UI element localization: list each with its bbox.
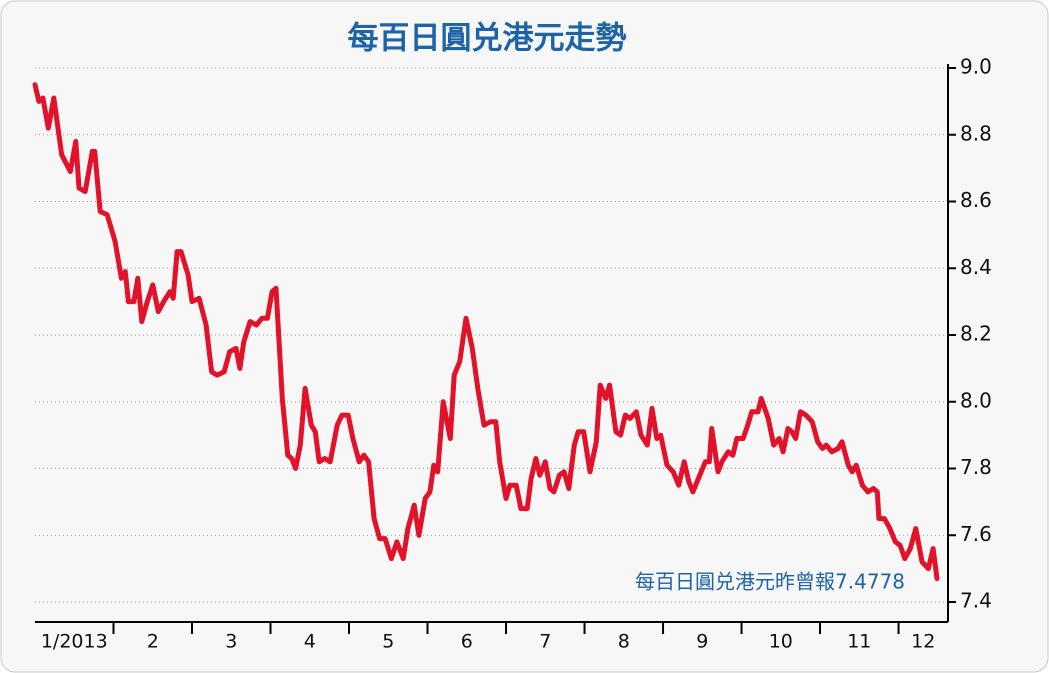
x-tick-label: 3 <box>225 631 237 653</box>
y-tick-label: 8.0 <box>960 388 992 412</box>
y-tick-label: 8.8 <box>960 121 992 145</box>
x-tick-label: 6 <box>461 631 473 653</box>
y-tick-label: 9.0 <box>960 55 992 79</box>
chart-title: 每百日圓兑港元走勢 <box>348 21 627 57</box>
x-tick-label: 9 <box>696 631 708 653</box>
y-tick-label: 7.4 <box>960 589 992 613</box>
y-tick-label: 7.8 <box>960 455 992 479</box>
y-tick-label: 8.6 <box>960 188 992 212</box>
x-tick-label: 1/2013 <box>41 631 108 653</box>
x-tick-label: 7 <box>539 631 551 653</box>
x-tick-label: 10 <box>769 631 793 653</box>
x-tick-label: 11 <box>847 631 871 653</box>
y-tick-label: 8.4 <box>960 255 992 279</box>
x-tick-label: 2 <box>147 631 159 653</box>
x-tick-label: 8 <box>618 631 630 653</box>
x-tick-label: 12 <box>911 631 935 653</box>
annotation: 每百日圓兑港元昨曾報7.4778 <box>635 570 905 594</box>
y-tick-label: 8.2 <box>960 322 992 346</box>
x-tick-label: 5 <box>382 631 394 653</box>
x-tick-label: 4 <box>304 631 316 653</box>
data-line <box>32 82 940 582</box>
y-tick-label: 7.6 <box>960 522 992 546</box>
